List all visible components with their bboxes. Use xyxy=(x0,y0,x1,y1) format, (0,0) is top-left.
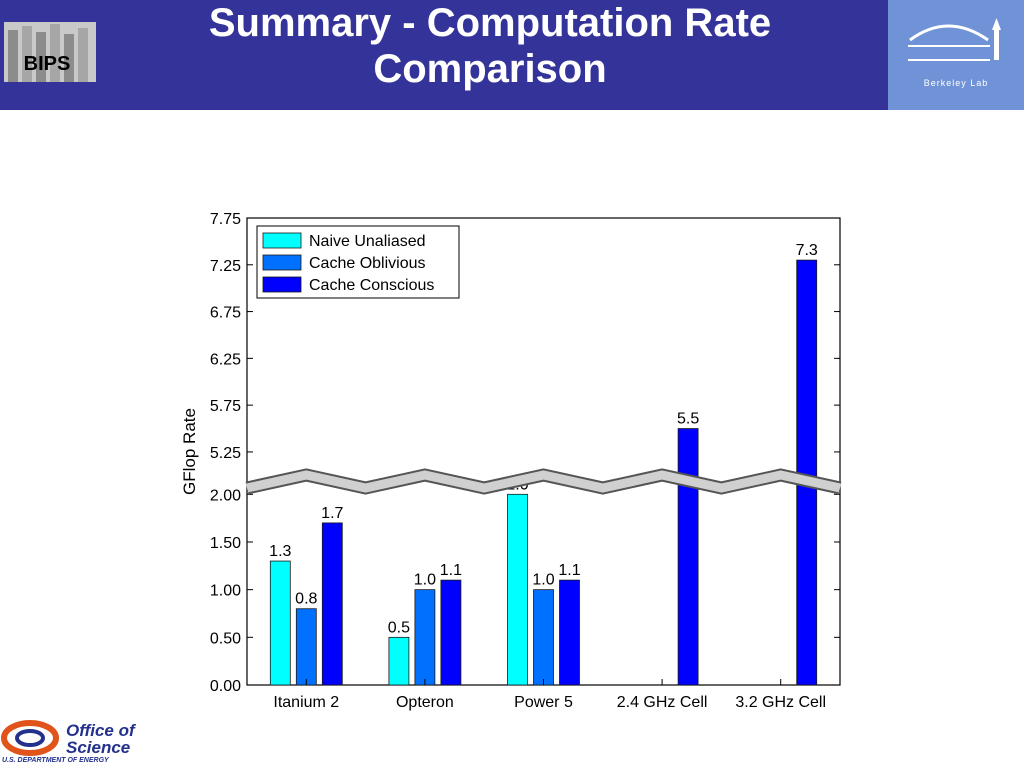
title-line-1: Summary - Computation Rate xyxy=(208,1,772,45)
y-tick-label: 1.50 xyxy=(210,535,241,552)
berkeley-lab-text: Berkeley Lab xyxy=(923,78,989,88)
y-tick-label: 7.75 xyxy=(210,211,241,228)
legend-swatch xyxy=(262,232,302,249)
doe-logo xyxy=(1,720,59,756)
x-category-label: Opteron xyxy=(396,694,454,711)
bar-value-label: 1.0 xyxy=(414,572,436,589)
header-banner xyxy=(0,0,888,110)
x-category-label: Power 5 xyxy=(514,694,573,711)
title-line-2: Comparison xyxy=(373,47,607,91)
legend-entry: Cache Oblivious xyxy=(309,255,426,272)
legend-swatch xyxy=(262,276,302,293)
bar-value-label: 0.5 xyxy=(388,619,410,636)
x-category-label: 2.4 GHz Cell xyxy=(617,694,708,711)
bar xyxy=(269,560,291,686)
y-tick-label: 5.75 xyxy=(210,398,241,415)
bar-value-label: 7.3 xyxy=(796,242,818,259)
y-tick-label: 7.25 xyxy=(210,258,241,275)
bar-value-label: 1.7 xyxy=(321,505,343,522)
legend-entry: Naive Unaliased xyxy=(309,233,426,250)
axis-break-band xyxy=(246,470,841,493)
y-tick-label: 2.00 xyxy=(210,487,241,504)
bar xyxy=(295,608,317,686)
slide-title: Summary - Computation Rate Comparison xyxy=(0,0,980,92)
y-tick-label: 0.00 xyxy=(210,678,241,695)
bar-value-label: 1.3 xyxy=(269,543,291,560)
berkeley-lab-building-icon xyxy=(908,18,1001,61)
bar-value-label: 5.5 xyxy=(677,411,699,428)
y-tick-label: 5.25 xyxy=(210,445,241,462)
bar xyxy=(559,579,580,686)
office-of-science-line2: Science xyxy=(66,738,131,757)
bar xyxy=(677,428,699,686)
computation-rate-chart: 0.00 0.50 1.00 1.50 2.00 5.25 5.75 6.25 6.75 7.25… xyxy=(180,211,842,711)
office-of-science-line1: Office of xyxy=(66,721,135,740)
bips-logo-text: BIPS xyxy=(23,53,71,75)
bips-logo xyxy=(4,22,96,82)
bar xyxy=(507,493,528,686)
y-tick-label: 1.00 xyxy=(210,583,241,600)
bar-value-label: 1.0 xyxy=(532,572,554,589)
x-category-label: 3.2 GHz Cell xyxy=(735,694,826,711)
department-of-energy-text: U.S. DEPARTMENT OF ENERGY xyxy=(2,757,109,764)
y-axis-label: GFlop Rate xyxy=(180,408,199,495)
bar-value-label: 0.8 xyxy=(295,591,317,608)
y-tick-label: 6.75 xyxy=(210,305,241,322)
bar-value-label: 1.1 xyxy=(558,562,580,579)
y-tick-label: 6.25 xyxy=(210,351,241,368)
x-category-label: Itanium 2 xyxy=(273,694,339,711)
bar xyxy=(321,522,343,686)
legend-entry: Cache Conscious xyxy=(309,277,434,294)
y-tick-label: 0.50 xyxy=(210,630,241,647)
bar-value-label: 1.1 xyxy=(440,562,462,579)
legend-swatch xyxy=(262,254,302,271)
berkeley-lab-logo: Berkeley Lab xyxy=(888,0,1024,110)
bar xyxy=(533,589,554,686)
bar xyxy=(440,579,462,686)
bar xyxy=(388,636,410,686)
bar xyxy=(414,589,436,686)
